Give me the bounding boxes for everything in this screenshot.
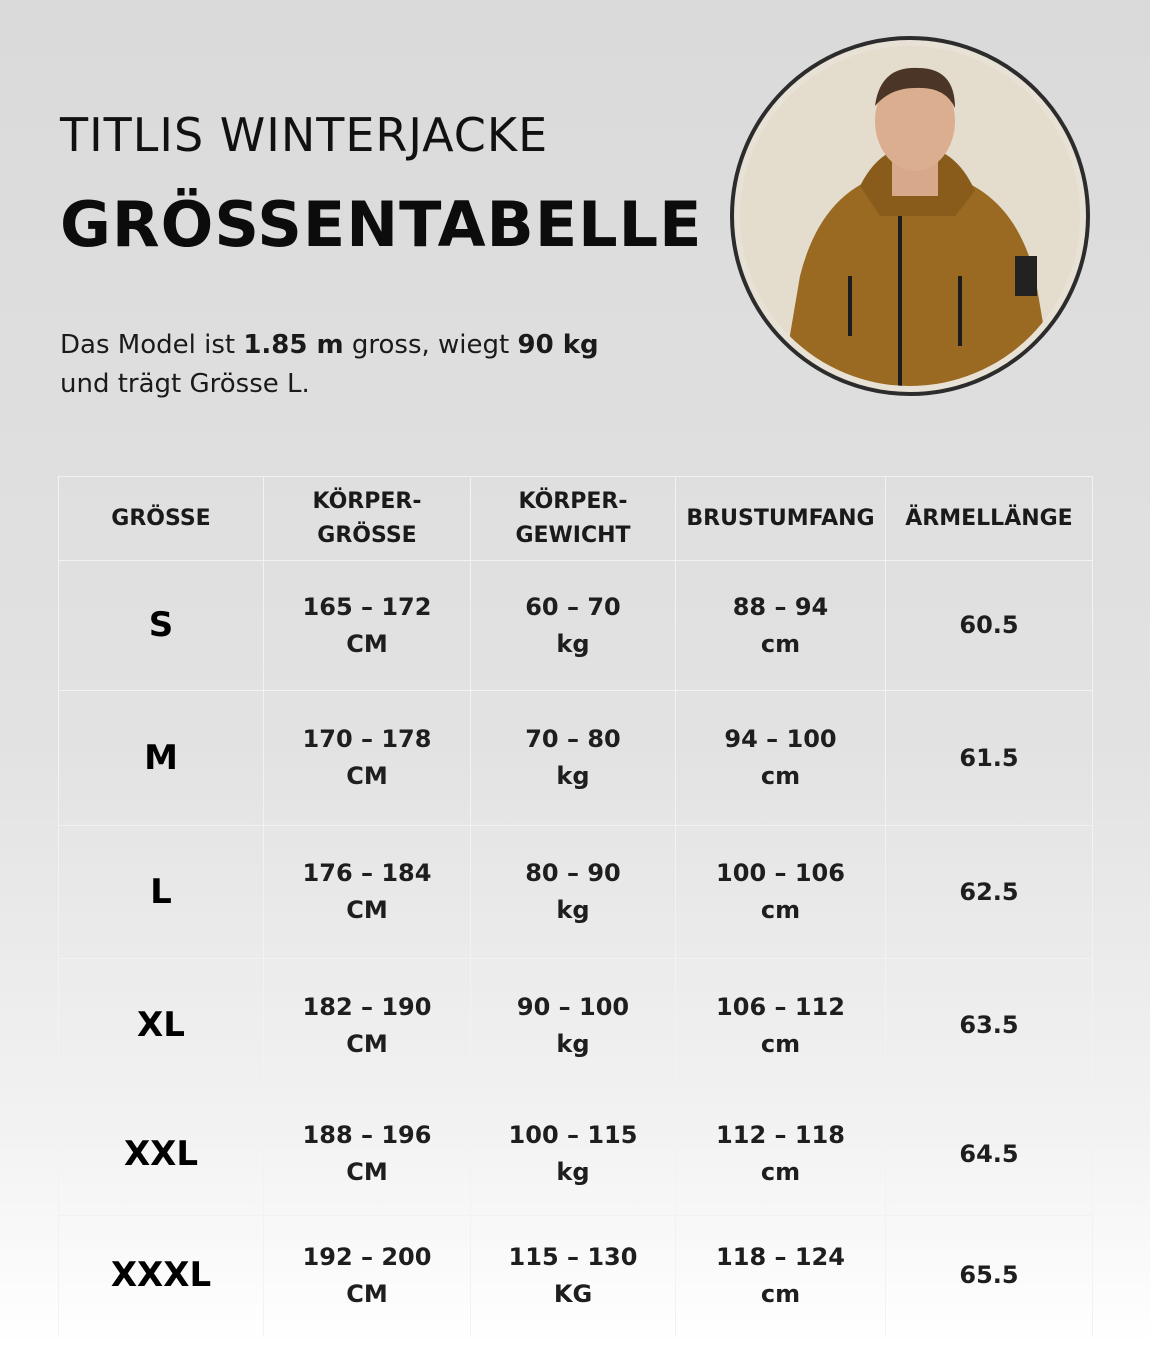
size-cell: XXXL <box>58 1215 264 1336</box>
table-row: XXL 188 – 196 CM 100 – 115 kg 112 – 118 cm 64.5 <box>58 1092 1093 1216</box>
table-row: XXXL 192 – 200 CM 115 – 130 KG 118 – 124 cm 65.… <box>58 1215 1093 1336</box>
unit: kg <box>556 762 590 790</box>
unit: CM <box>346 1158 388 1186</box>
sleeve-cell: 62.5 <box>885 825 1093 959</box>
unit: CM <box>346 896 388 924</box>
header-label: KÖRPER- <box>312 488 422 514</box>
model-info: Das Model ist 1.85 m gross, wiegt 90 kg u… <box>60 326 700 404</box>
value: 192 – 200 <box>302 1242 432 1271</box>
value: 176 – 184 <box>302 859 432 887</box>
sleeve-cell: 64.5 <box>885 1092 1093 1216</box>
table-row: XL 182 – 190 CM 90 – 100 kg 106 – 112 cm 63.5 <box>58 958 1093 1093</box>
body-weight-cell: 60 – 70 kg <box>470 560 676 691</box>
table-row: L 176 – 184 CM 80 – 90 kg 100 – 106 cm 62.5 <box>58 825 1093 959</box>
unit: CM <box>346 629 388 658</box>
header-size: GRÖSSE <box>58 476 264 561</box>
value: 80 – 90 <box>525 859 621 887</box>
body-height-cell: 182 – 190 CM <box>263 958 471 1093</box>
model-info-text: Das Model ist <box>60 330 244 360</box>
sleeve-cell: 65.5 <box>885 1215 1093 1336</box>
unit: kg <box>556 896 590 924</box>
model-photo <box>730 36 1090 396</box>
chest-cell: 94 – 100 cm <box>675 690 886 826</box>
size-table: GRÖSSE KÖRPER- GRÖSSE KÖRPER- GEWICHT BRUS… <box>58 476 1093 1336</box>
value: 118 – 124 <box>716 1242 845 1271</box>
size-cell: XXL <box>58 1092 264 1216</box>
body-weight-cell: 90 – 100 kg <box>470 958 676 1093</box>
unit: cm <box>760 1279 801 1308</box>
body-weight-cell: 115 – 130 KG <box>470 1215 676 1336</box>
body-height-cell: 176 – 184 CM <box>263 825 471 959</box>
value: 182 – 190 <box>302 992 432 1021</box>
header-chest: BRUSTUMFANG <box>675 476 886 561</box>
table-row: M 170 – 178 CM 70 – 80 kg 94 – 100 cm 61.5 <box>58 690 1093 826</box>
header-body-weight: KÖRPER- GEWICHT <box>470 476 676 561</box>
unit: cm <box>760 1029 801 1058</box>
model-illustration <box>740 46 1080 386</box>
product-name: TITLIS WINTERJACKE <box>60 108 549 162</box>
model-info-text: gross, wiegt <box>343 330 518 360</box>
header-label: GEWICHT <box>515 522 631 548</box>
size-cell: L <box>58 825 264 959</box>
value: 60 – 70 <box>525 592 621 621</box>
body-weight-cell: 100 – 115 kg <box>470 1092 676 1216</box>
unit: CM <box>346 762 388 790</box>
unit: CM <box>346 1029 388 1058</box>
unit: cm <box>760 629 801 658</box>
page-title: GRÖSSENTABELLE <box>60 188 703 261</box>
header-body-height: KÖRPER- GRÖSSE <box>263 476 471 561</box>
unit: kg <box>556 1029 590 1058</box>
value: 188 – 196 <box>302 1121 432 1149</box>
value: 88 – 94 <box>732 592 829 621</box>
value: 70 – 80 <box>525 725 621 753</box>
model-weight: 90 kg <box>517 330 599 360</box>
body-weight-cell: 70 – 80 kg <box>470 690 676 826</box>
unit: cm <box>760 896 801 924</box>
value: 100 – 106 <box>716 859 845 887</box>
chest-cell: 112 – 118 cm <box>675 1092 886 1216</box>
body-height-cell: 188 – 196 CM <box>263 1092 471 1216</box>
body-height-cell: 165 – 172 CM <box>263 560 471 691</box>
model-height: 1.85 m <box>243 330 344 360</box>
header-label: GRÖSSE <box>111 505 211 531</box>
header-sleeve: ÄRMELLÄNGE <box>885 476 1093 561</box>
chest-cell: 118 – 124 cm <box>675 1215 886 1336</box>
value: 106 – 112 <box>716 992 845 1021</box>
value: 112 – 118 <box>716 1121 845 1149</box>
header-label: ÄRMELLÄNGE <box>905 505 1073 531</box>
unit: kg <box>556 1158 590 1186</box>
chest-cell: 106 – 112 cm <box>675 958 886 1093</box>
value: 115 – 130 <box>508 1242 638 1271</box>
value: 94 – 100 <box>724 725 837 753</box>
body-height-cell: 170 – 178 CM <box>263 690 471 826</box>
body-height-cell: 192 – 200 CM <box>263 1215 471 1336</box>
sleeve-cell: 61.5 <box>885 690 1093 826</box>
unit: cm <box>760 762 801 790</box>
sleeve-cell: 60.5 <box>885 560 1093 691</box>
header-label: BRUSTUMFANG <box>686 505 875 531</box>
table-header-row: GRÖSSE KÖRPER- GRÖSSE KÖRPER- GEWICHT BRUS… <box>58 476 1093 561</box>
value: 90 – 100 <box>516 992 630 1021</box>
size-cell: XL <box>58 958 264 1093</box>
model-size-text: und trägt Grösse L. <box>60 369 310 399</box>
sleeve-cell: 63.5 <box>885 958 1093 1093</box>
unit: kg <box>556 629 590 658</box>
size-cell: M <box>58 690 264 826</box>
unit: CM <box>346 1279 388 1308</box>
value: 170 – 178 <box>302 725 432 753</box>
header-label: GRÖSSE <box>317 522 417 548</box>
table-row: S 165 – 172 CM 60 – 70 kg 88 – 94 cm 60.5 <box>58 560 1093 691</box>
header-label: KÖRPER- <box>518 488 628 514</box>
value: 100 – 115 <box>508 1121 638 1149</box>
value: 165 – 172 <box>302 592 432 621</box>
size-cell: S <box>58 560 264 691</box>
chest-cell: 88 – 94 cm <box>675 560 886 691</box>
chest-cell: 100 – 106 cm <box>675 825 886 959</box>
unit: KG <box>553 1279 593 1308</box>
unit: cm <box>760 1158 801 1186</box>
body-weight-cell: 80 – 90 kg <box>470 825 676 959</box>
